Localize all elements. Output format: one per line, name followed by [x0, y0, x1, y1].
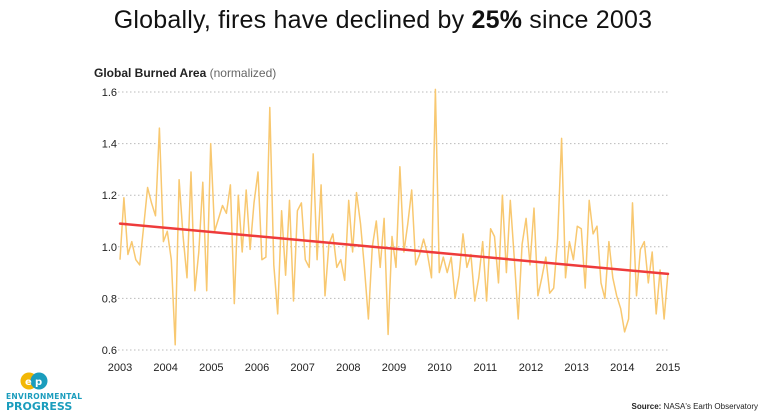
x-tick-label: 2015 [656, 362, 680, 374]
x-tick-label: 2013 [564, 362, 588, 374]
headline-prefix: Globally, fires have declined by [113, 6, 472, 34]
series-trend-line [118, 222, 670, 276]
y-tick-label: 1.0 [102, 242, 117, 254]
x-tick-label: 2005 [199, 362, 223, 374]
logo-line1: ENVIRONMENTAL [6, 392, 83, 401]
y-tick-label: 1.2 [102, 190, 117, 202]
series-burned-area-line [119, 88, 669, 346]
x-tick-label: 2009 [382, 362, 406, 374]
x-tick-label: 2007 [290, 362, 314, 374]
x-tick-label: 2010 [427, 362, 451, 374]
chart-title-main: Global Burned Area [94, 66, 207, 80]
source-text: NASA's Earth Observatory [663, 402, 758, 411]
x-tick-label: 2012 [519, 362, 543, 374]
svg-text:p: p [35, 377, 42, 388]
x-tick-label: 2004 [153, 362, 177, 374]
ep-logo-icon: e p [20, 372, 48, 390]
headline-emphasis: 25% [471, 6, 523, 34]
x-tick-label: 2014 [610, 362, 634, 374]
y-tick-label: 1.6 [102, 87, 117, 99]
chart-title-sub: (normalized) [209, 66, 277, 80]
y-tick-label: 0.6 [102, 345, 117, 357]
headline: Globally, fires have declined by 25% sin… [0, 6, 766, 35]
headline-suffix: since 2003 [522, 6, 653, 34]
y-tick-label: 1.4 [102, 139, 117, 151]
svg-text:e: e [25, 377, 32, 388]
x-tick-label: 2003 [108, 362, 132, 374]
x-tick-label: 2011 [474, 362, 498, 374]
source-note: Source: NASA's Earth Observatory [632, 402, 758, 411]
x-tick-label: 2006 [245, 362, 269, 374]
chart-title: Global Burned Area (normalized) [94, 66, 276, 80]
y-tick-layer: 0.6 0.8 1.0 1.2 1.4 1.6 [102, 87, 117, 357]
y-tick-label: 0.8 [102, 293, 117, 305]
x-tick-layer: 2003 2004 2005 2006 2007 2008 2009 2010 2011 2012… [108, 362, 680, 374]
logo-line2: PROGRESS [6, 400, 73, 413]
series-layer [119, 88, 669, 346]
x-tick-label: 2008 [336, 362, 360, 374]
trend-layer [118, 222, 670, 276]
source-label: Source: [631, 402, 662, 411]
